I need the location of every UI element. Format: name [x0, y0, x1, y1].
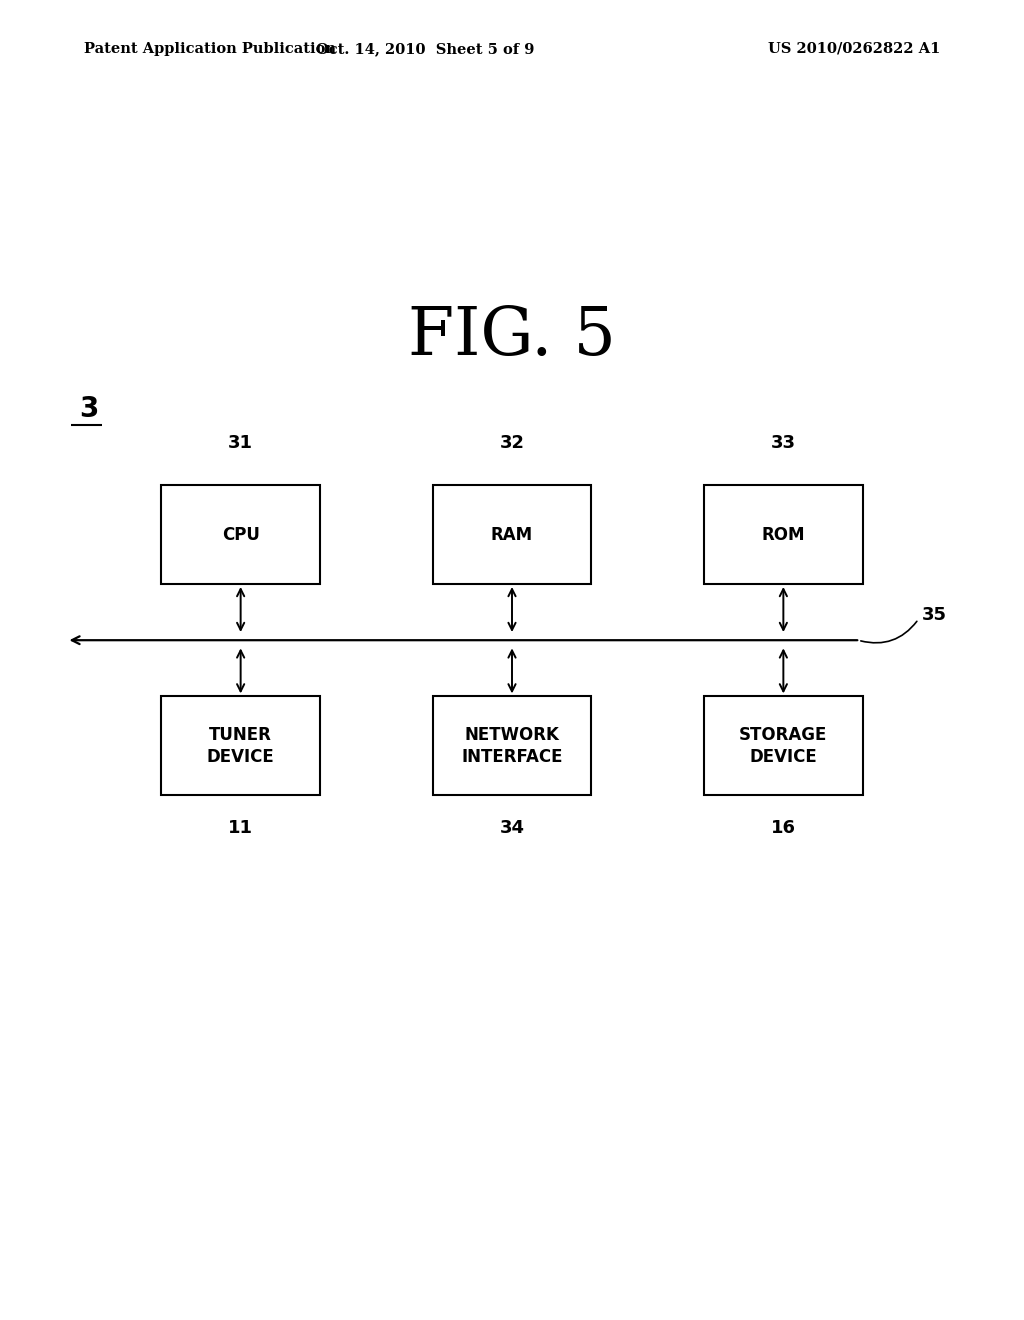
Text: 11: 11	[228, 818, 253, 837]
Text: Patent Application Publication: Patent Application Publication	[84, 42, 336, 55]
Text: US 2010/0262822 A1: US 2010/0262822 A1	[768, 42, 940, 55]
Text: TUNER
DEVICE: TUNER DEVICE	[207, 726, 274, 766]
Text: Oct. 14, 2010  Sheet 5 of 9: Oct. 14, 2010 Sheet 5 of 9	[315, 42, 535, 55]
Bar	[705, 486, 862, 583]
Text: 31: 31	[228, 434, 253, 451]
Bar	[432, 486, 592, 583]
Text: RAM: RAM	[490, 525, 534, 544]
Text: 35: 35	[922, 606, 946, 624]
Text: 33: 33	[771, 434, 796, 451]
Text: 32: 32	[500, 434, 524, 451]
Text: FIG. 5: FIG. 5	[408, 304, 616, 370]
Bar	[705, 697, 862, 795]
Bar	[161, 697, 319, 795]
Text: NETWORK
INTERFACE: NETWORK INTERFACE	[461, 726, 563, 766]
Bar	[432, 697, 592, 795]
Text: 34: 34	[500, 818, 524, 837]
Bar	[161, 486, 319, 583]
Text: 3: 3	[80, 395, 98, 424]
Text: STORAGE
DEVICE: STORAGE DEVICE	[739, 726, 827, 766]
Text: CPU: CPU	[222, 525, 259, 544]
Text: ROM: ROM	[762, 525, 805, 544]
Text: 16: 16	[771, 818, 796, 837]
